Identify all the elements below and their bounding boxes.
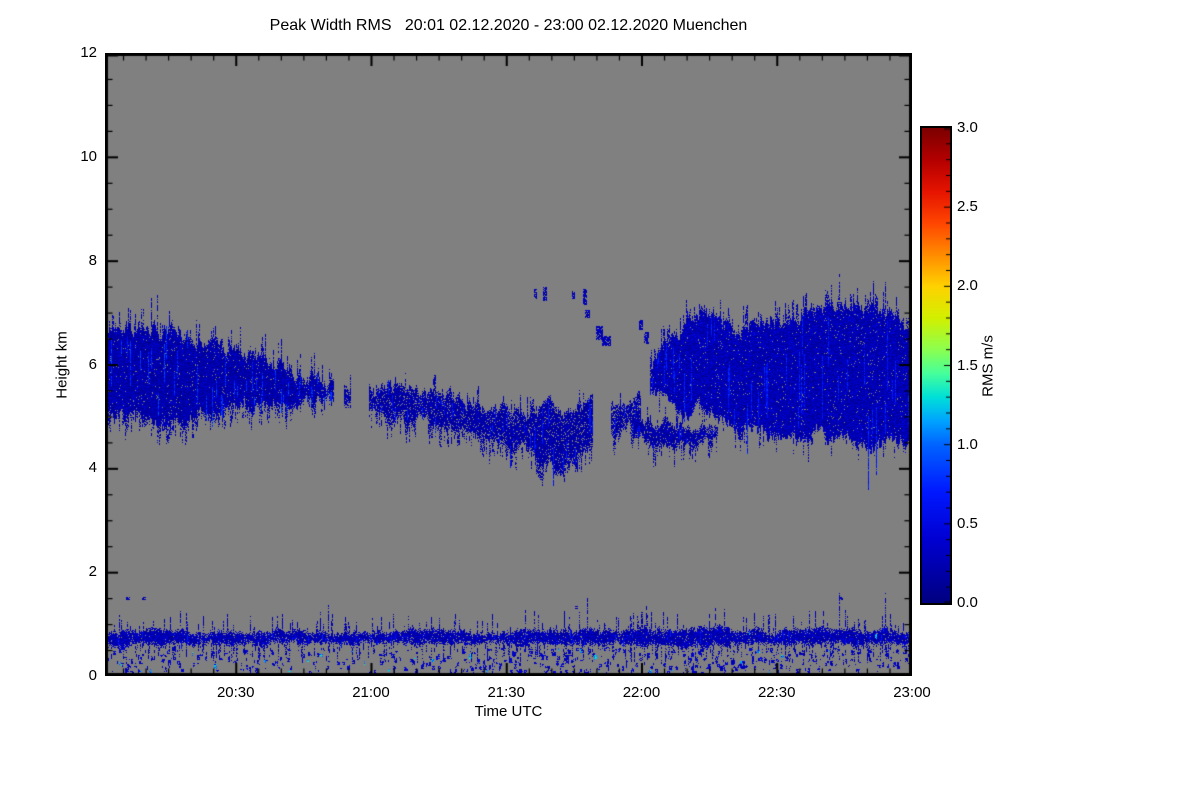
colorbar-tick-label: 2.0 (957, 277, 978, 295)
colorbar-tick-label: 1.5 (957, 356, 978, 374)
x-tick-label: 23:00 (893, 684, 931, 701)
y-tick-label: 2 (88, 563, 97, 581)
chart-title: Peak Width RMS 20:01 02.12.2020 - 23:00 … (269, 17, 748, 34)
y-tick-label: 0 (88, 667, 97, 684)
x-tick-label: 22:00 (622, 684, 661, 701)
x-tick-label: 22:30 (757, 684, 796, 701)
colorbar-tick-label: 0.0 (957, 594, 978, 611)
x-tick-label: 21:00 (352, 684, 390, 701)
y-tick-label: 6 (88, 355, 97, 373)
x-tick-label: 20:30 (216, 684, 255, 701)
y-tick-label: 8 (88, 251, 97, 269)
x-axis-label: Time UTC (474, 703, 543, 720)
heatmap-canvas (105, 53, 912, 676)
y-tick-label: 10 (80, 147, 97, 165)
colorbar (920, 126, 952, 605)
x-tick-label: 21:30 (487, 684, 525, 701)
colorbar-tick-label: 0.5 (957, 514, 978, 532)
colorbar-tick-label: 2.5 (957, 198, 978, 216)
colorbar-tick-label: 3.0 (957, 119, 978, 136)
y-tick-label: 4 (88, 459, 97, 477)
y-tick-label: 12 (80, 44, 97, 61)
colorbar-tick-label: 1.0 (957, 435, 978, 453)
